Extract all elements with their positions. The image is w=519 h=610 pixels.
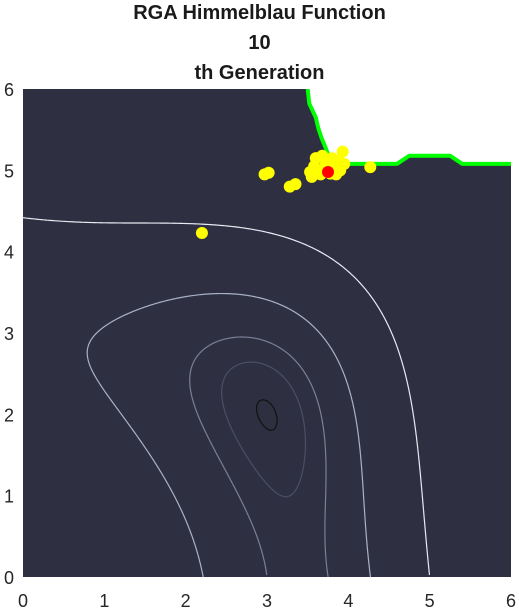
contour-line [23, 217, 431, 576]
chart-title-line-3: th Generation [194, 62, 325, 84]
points-layer [195, 145, 377, 239]
y-tick-label: 4 [4, 243, 14, 263]
x-tick-label: 0 [18, 591, 28, 610]
x-tick-label: 6 [506, 591, 516, 610]
feasible-region-layer [307, 89, 511, 164]
population-point [262, 166, 275, 179]
axis-ticks: 0 1 2 3 4 5 6 0 1 2 3 4 5 6 [4, 80, 516, 610]
x-tick-label: 5 [425, 591, 435, 610]
contour-line [221, 361, 307, 498]
y-tick-label: 6 [4, 80, 14, 100]
y-tick-label: 2 [4, 405, 14, 425]
population-point [195, 226, 208, 239]
population-point [326, 152, 339, 165]
y-tick-label: 5 [4, 161, 14, 181]
feasible-region [307, 89, 511, 164]
y-tick-label: 3 [4, 324, 14, 344]
contour-line [189, 336, 329, 577]
x-tick-label: 3 [262, 591, 272, 610]
x-tick-label: 2 [181, 591, 191, 610]
population-point [338, 157, 351, 170]
chart-title-line-1: RGA Himmelblau Function [133, 2, 386, 24]
population-point [316, 149, 329, 162]
x-tick-label: 1 [99, 591, 109, 610]
contour-line [255, 399, 278, 431]
contour-line [86, 292, 372, 577]
x-tick-label: 4 [343, 591, 353, 610]
population-point [289, 178, 302, 191]
y-tick-label: 1 [4, 487, 14, 507]
population-point [364, 161, 377, 174]
contour-layer [23, 217, 431, 577]
y-tick-label: 0 [4, 568, 14, 588]
population-point [336, 145, 349, 158]
chart-title-line-2: 10 [248, 32, 271, 54]
best-point [322, 165, 334, 178]
